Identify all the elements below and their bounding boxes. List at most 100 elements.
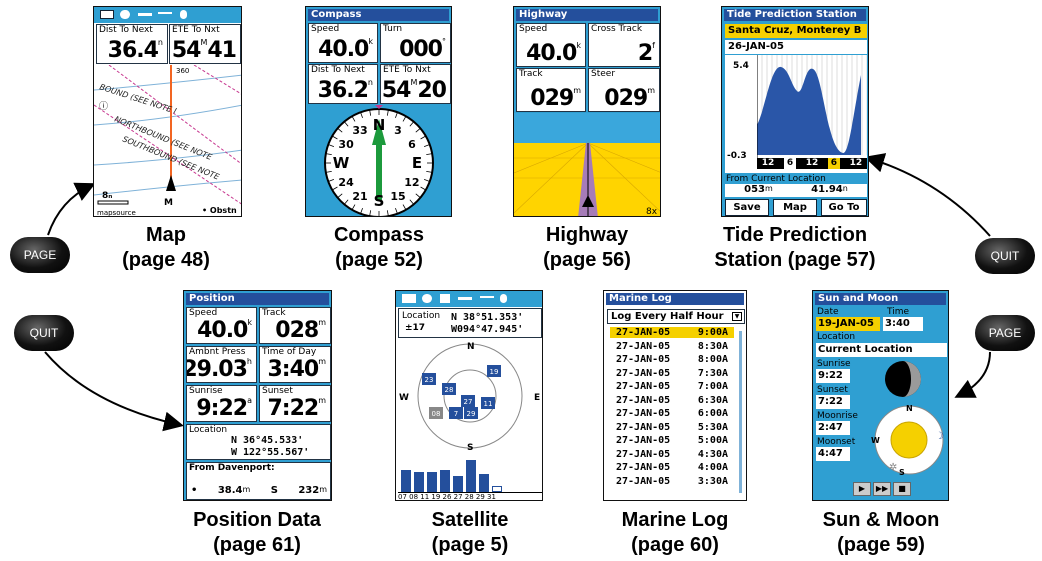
time-field[interactable]: 3:40 (883, 317, 923, 331)
position-track-field[interactable]: Track 028m (259, 307, 331, 344)
go-to-button[interactable]: Go To (821, 199, 867, 216)
field-value: 9:22a (196, 396, 252, 421)
field-value: 7:22m (267, 396, 326, 421)
log-row[interactable]: 27-JAN-05 9:00A (610, 327, 734, 338)
tide-y-max: 5.4 (733, 61, 749, 71)
compass-speed-field[interactable]: Speed 40.0k (308, 23, 378, 63)
position-sunset-field[interactable]: Sunset 7:22m (259, 385, 331, 422)
log-row[interactable]: 27-JAN-05 4:30A (610, 449, 734, 460)
map-field-dist[interactable]: Dist To Next 36.4n (96, 24, 168, 64)
value-text: 7:22 (267, 396, 319, 421)
highway-steer-field[interactable]: Steer 029m (588, 68, 660, 112)
page-button-bottom-right[interactable]: PAGE (975, 315, 1035, 351)
quit-button-bottom-left[interactable]: QUIT (14, 315, 74, 351)
log-row[interactable]: 27-JAN-05 8:30A (610, 341, 734, 352)
log-row[interactable]: 27-JAN-05 8:00A (610, 354, 734, 365)
field-label: Turn (383, 24, 403, 34)
log-row[interactable]: 27-JAN-05 5:30A (610, 422, 734, 433)
log-row[interactable]: 27-JAN-05 4:00A (610, 462, 734, 473)
field-label: Dist To Next (311, 65, 365, 75)
quit-button-top-right[interactable]: QUIT (975, 238, 1035, 274)
satellite-location-field[interactable]: Location ±17 N 38°51.353' W094°47.945' (398, 308, 542, 338)
chart-map[interactable]: 360 ⓘ NORTHBOUND (SEE NOTE SOUTHBOUND (S… (94, 65, 242, 217)
tide-hour-axis: 12 6 12 6 12 (757, 158, 867, 169)
log-row[interactable]: 27-JAN-05 6:30A (610, 395, 734, 406)
log-row[interactable]: 27-JAN-05 3:30A (610, 476, 734, 487)
position-location-field[interactable]: Location N 36°45.533' W 122°55.567' (186, 424, 331, 460)
log-row[interactable]: 27-JAN-05 7:30A (610, 368, 734, 379)
battery-icon (100, 10, 114, 19)
fast-forward-icon[interactable]: ▶▶ (873, 482, 891, 496)
battery-icon (402, 294, 416, 303)
position-from-field[interactable]: From Davenport: • 38.4m S 232m (186, 462, 331, 500)
tide-date[interactable]: 26-JAN-05 (725, 40, 867, 54)
stop-icon[interactable]: ■ (893, 482, 911, 496)
date-field[interactable]: 19-JAN-05 (816, 317, 880, 331)
log-row[interactable]: 27-JAN-05 5:00A (610, 435, 734, 446)
log-date: 27-JAN-05 (616, 435, 671, 446)
caption-title: Position Data (193, 509, 321, 531)
longitude: W094°47.945' (451, 324, 524, 335)
satellite-status-icon (120, 10, 130, 19)
dir-w: W (871, 436, 880, 445)
unit: m (318, 318, 326, 327)
screen-title: Highway (516, 9, 658, 21)
scrollbar[interactable] (739, 331, 742, 493)
dir-n: N (906, 404, 913, 413)
caption-page: (page 60) (631, 534, 719, 556)
tide-from-values: 053m 41.94n (725, 184, 867, 197)
dial-label: 15 (390, 190, 405, 203)
save-button[interactable]: Save (725, 199, 769, 216)
time-label: Time (887, 307, 910, 317)
value-text: 40.0 (526, 41, 577, 66)
highway-view: 8x (514, 113, 660, 216)
sunset-label: Sunset (817, 385, 848, 395)
position-speed-field[interactable]: Speed 40.0k (186, 307, 257, 344)
unit: m (573, 86, 581, 95)
unit: k (247, 318, 252, 327)
field-value: 40.0k (526, 41, 581, 66)
sunrise-label: Sunrise (817, 359, 851, 369)
compass-dist-field[interactable]: Dist To Next 36.2n (308, 64, 378, 104)
position-screen: Position Speed 40.0k Track 028m Ambnt Pr… (183, 290, 332, 501)
caption-title: Compass (333, 224, 425, 246)
chevron-down-icon[interactable]: ▼ (732, 312, 742, 321)
backlight-icon (500, 294, 507, 303)
log-row[interactable]: 27-JAN-05 7:00A (610, 381, 734, 392)
satellite-marker (487, 365, 501, 377)
caption-page: (page 5) (431, 534, 509, 556)
tide-station-name[interactable]: Santa Cruz, Monterey B (725, 24, 867, 38)
svg-text:ⓘ: ⓘ (99, 101, 108, 112)
log-time: 6:00A (697, 408, 728, 419)
signal-bar (401, 470, 411, 492)
log-time: 6:30A (697, 394, 728, 406)
boat-icon (166, 175, 176, 191)
map-button[interactable]: Map (773, 199, 817, 216)
value-text: 3:40 (267, 357, 319, 382)
highway-xtrack-field[interactable]: Cross Track 2f (588, 23, 660, 67)
dial-label: N (373, 116, 386, 134)
highway-track-field[interactable]: Track 029m (516, 68, 586, 112)
log-interval-select[interactable]: Log Every Half Hour ▼ (607, 309, 745, 324)
log-row[interactable]: 27-JAN-05 6:00A (610, 408, 734, 419)
location-field[interactable]: Current Location (816, 343, 947, 357)
map-status-bar (94, 7, 241, 23)
compass-turn-field[interactable]: Turn 000° (380, 23, 451, 63)
position-sunrise-field[interactable]: Sunrise 9:22a (186, 385, 257, 422)
field-label: Cross Track (591, 24, 643, 34)
compass-ete-field[interactable]: ETE To Nxt 54M20 (380, 64, 451, 104)
unit: m (318, 357, 326, 366)
value-text: 40.0 (318, 37, 369, 62)
play-icon[interactable]: ▶ (853, 482, 871, 496)
position-time-field[interactable]: Time of Day 3:40m (259, 346, 331, 383)
caption-title: Sun & Moon (822, 509, 940, 531)
dir-e: E (534, 393, 540, 403)
page-button-top-left[interactable]: PAGE (10, 237, 70, 273)
moonset-value: 4:47 (816, 447, 850, 461)
caption-page: (page 61) (213, 534, 301, 556)
highway-speed-field[interactable]: Speed 40.0k (516, 23, 586, 67)
position-pressure-field[interactable]: Ambnt Press 29.03h (186, 346, 257, 383)
map-field-ete[interactable]: ETE To Nxt 54M41 (169, 24, 241, 64)
position-arrow-icon (582, 195, 594, 207)
caption-page: Station (page 57) (714, 249, 876, 271)
